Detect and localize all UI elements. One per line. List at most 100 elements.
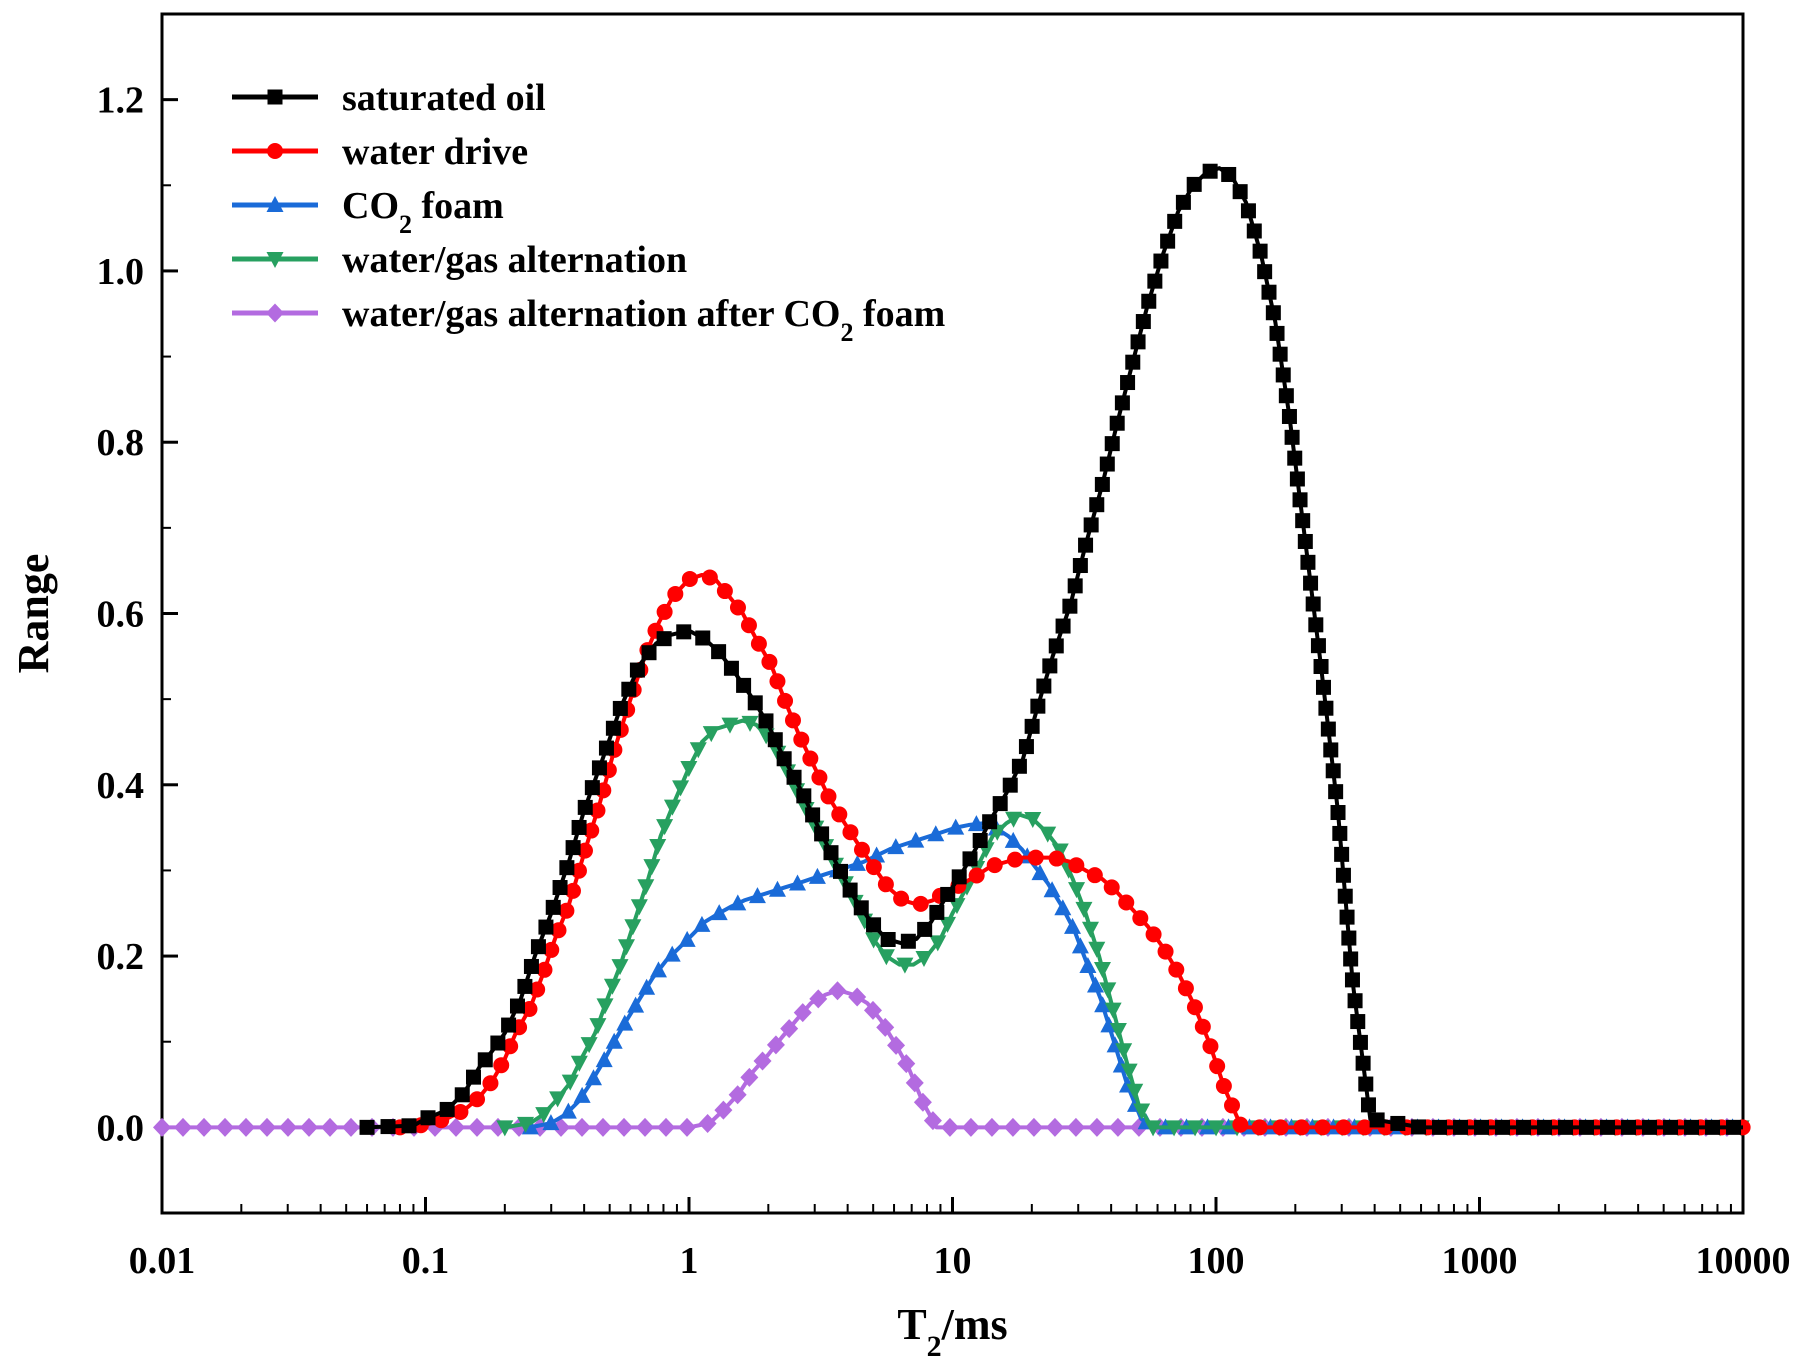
data-point [877,949,895,966]
data-point [1099,456,1115,472]
data-point [939,916,957,933]
data-point [853,841,870,858]
data-point [1011,758,1027,774]
data-point [482,1075,499,1092]
legend-marker [266,196,284,212]
data-point [1147,273,1163,289]
data-point [929,935,947,952]
data-point [848,987,867,1007]
data-point [656,603,673,620]
data-point [758,713,774,729]
data-point [698,1114,717,1134]
data-point [641,645,657,661]
data-point [536,961,553,978]
data-point [923,1111,942,1131]
data-point [897,1054,916,1074]
data-point [1355,1055,1371,1071]
data-point [1062,598,1078,614]
data-point [900,933,916,949]
data-point [927,825,945,842]
data-point [1133,1103,1151,1120]
data-point [1318,700,1334,716]
data-point [1089,497,1105,513]
data-point [1072,558,1088,574]
data-point [1031,864,1049,881]
y-tick-label: 0.0 [97,1107,145,1149]
data-point [1335,867,1351,883]
series-line-co2-foam [529,821,1743,1130]
data-point [517,1116,535,1133]
data-point [279,1117,297,1137]
data-point [940,886,956,902]
data-point [823,845,839,861]
data-point [802,750,819,767]
data-point [1369,1112,1385,1128]
data-point [523,958,539,974]
data-point [1094,996,1112,1013]
y-tick-label: 1.0 [97,251,145,293]
x-tick-label: 10 [934,1240,972,1282]
data-point [237,1117,255,1137]
y-tick-label: 0.2 [97,936,145,978]
data-point [1120,375,1136,391]
legend-item: water drive [232,131,528,173]
data-point [1621,1119,1637,1135]
data-point [1126,1083,1144,1100]
data-point [750,635,767,652]
data-point [1663,1119,1679,1135]
data-point [517,978,533,994]
data-point [195,1117,213,1137]
series-water-drive [391,569,1751,1136]
data-point [1360,1097,1376,1113]
data-point [359,1119,375,1135]
data-point [940,1117,959,1137]
data-point [1144,1120,1162,1137]
legend-text-part: CO [342,185,399,227]
data-point [1064,917,1082,934]
data-point [452,1103,469,1120]
data-point [649,961,667,978]
data-point [1048,850,1065,867]
series-saturated-oil [359,163,1743,1135]
data-point [678,1117,696,1137]
data-point [721,717,739,734]
y-axis-label: Range [9,554,58,674]
data-point [1087,1117,1106,1137]
data-point [477,1052,493,1068]
legend-label: saturated oil [342,77,546,119]
data-point [583,822,600,839]
data-point [982,814,998,830]
data-point [258,1117,276,1137]
data-point [1004,831,1022,848]
data-point [1109,1022,1127,1039]
data-point [1075,901,1093,918]
data-point [1335,1119,1352,1136]
data-point [809,989,828,1009]
data-point [1002,777,1018,793]
data-point [1086,976,1104,993]
data-point [663,799,681,816]
data-point [1186,1120,1204,1137]
data-point [1175,194,1191,210]
data-point [1130,334,1146,350]
data-point [576,842,593,859]
data-point [1093,962,1111,979]
data-point [559,1102,577,1119]
data-point [701,569,718,586]
data-point [1132,910,1149,927]
data-point [558,902,575,919]
data-point [629,662,645,678]
data-point [1310,638,1326,654]
data-point [570,1055,588,1072]
data-point [439,1101,455,1117]
data-point [1320,721,1336,737]
data-point [1209,1058,1226,1075]
legend-item: water/gas alternation [232,239,687,281]
data-point [1684,1119,1700,1135]
data-point [736,677,752,693]
legend-label: water drive [342,131,528,173]
data-point [612,700,628,716]
data-point [565,840,581,856]
legend-marker [267,143,283,159]
